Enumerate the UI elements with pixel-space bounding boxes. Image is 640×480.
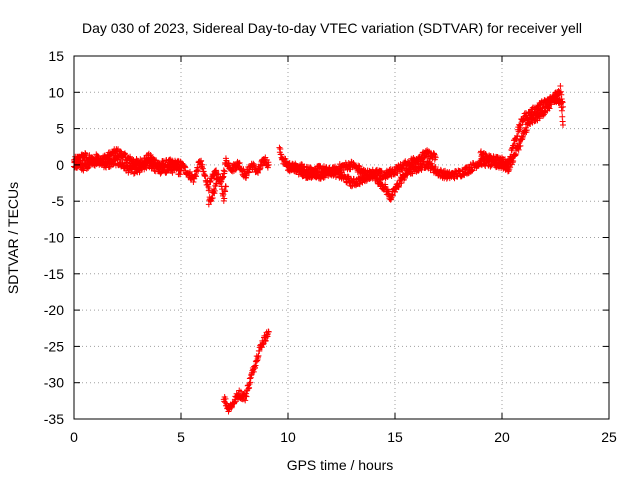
axis-ticks: 0 5 10 15 20 25 15 10 5 0 -5 -10 -15 -20 -25 -30 -35 [44,48,617,445]
data-point [443,175,450,182]
data-point [369,173,376,180]
y-tick-label: -30 [44,375,64,391]
data-point [265,328,272,335]
data-point [211,187,218,194]
data-point [157,170,164,177]
data-point [557,82,564,89]
series-segment [71,146,272,194]
data-point [531,118,538,125]
data-point [253,358,260,365]
data-point [432,154,439,161]
data-point [551,97,558,104]
x-tick-label: 5 [177,429,185,445]
data-point [222,183,229,190]
data-point [517,121,524,128]
y-tick-label: -15 [44,266,64,282]
data-point [225,160,232,167]
data-point [311,168,318,175]
data-point [469,167,476,174]
data-point [178,167,184,174]
data-point [389,192,396,199]
data-point [505,162,512,169]
x-tick-label: 20 [494,429,510,445]
y-tick-label: 15 [48,48,64,64]
series-segment [285,147,439,190]
data-point [243,393,250,400]
data-point [383,173,390,180]
series-segment [218,183,229,204]
series-segment [71,151,184,178]
data-point [220,173,227,180]
data-point [175,163,182,170]
y-tick-label: -35 [44,411,64,427]
data-point [97,155,104,162]
data-point [117,148,124,155]
data-point [243,172,250,179]
data-point [215,171,222,178]
data-point [511,141,518,148]
series-layer [71,82,566,415]
data-point [195,167,202,174]
data-point [80,167,87,174]
x-tick-label: 25 [601,429,617,445]
series-sdtvar [71,82,566,415]
y-axis-label: SDTVAR / TECUs [5,182,21,294]
data-point [559,121,566,128]
x-axis-label: GPS time / hours [287,457,394,473]
data-point [277,145,284,152]
data-point [221,168,228,175]
data-point [386,190,393,197]
y-tick-label: -10 [44,230,64,246]
data-point [222,188,229,195]
data-point [114,147,121,154]
data-point [378,168,385,175]
data-point [109,161,116,168]
chart-title: Day 030 of 2023, Sidereal Day-to-day VTE… [82,20,582,36]
data-point [263,334,270,341]
y-tick-label: -20 [44,302,64,318]
data-point [432,164,439,171]
data-point [258,344,265,351]
data-point [523,127,530,134]
data-point [236,159,243,166]
x-tick-label: 0 [70,429,78,445]
data-point [222,395,229,402]
data-point [559,103,566,110]
data-point [265,161,272,168]
data-point [546,105,553,112]
data-point [221,195,228,202]
x-tick-label: 10 [280,429,296,445]
data-point [264,164,271,171]
x-tick-label: 15 [387,429,403,445]
data-point [190,179,197,186]
data-point [515,146,522,153]
data-point [517,142,524,149]
data-point [507,153,514,160]
data-point [558,107,565,114]
y-tick-label: 10 [48,84,64,100]
y-tick-label: -5 [52,193,65,209]
data-point [214,176,221,183]
series-segment [205,175,221,208]
y-tick-label: 0 [56,157,64,173]
grid [74,56,609,419]
data-point [210,174,217,181]
data-point [513,150,520,157]
data-point [282,155,289,162]
data-point [250,368,257,375]
data-point [532,110,539,117]
series-segment [220,328,272,415]
y-tick-label: 5 [56,121,64,137]
data-point [514,133,521,140]
y-tick-label: -25 [44,338,64,354]
data-point [198,157,205,164]
series-segment [477,82,566,170]
data-point [209,194,216,201]
